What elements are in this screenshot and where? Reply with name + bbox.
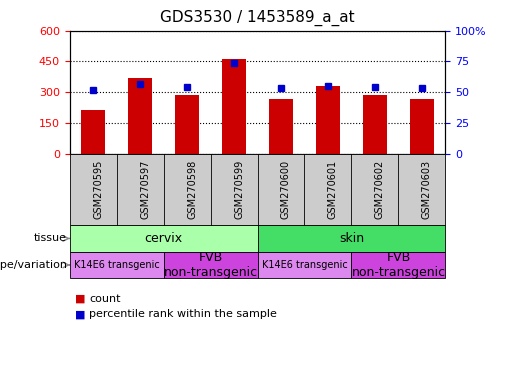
Text: GDS3530 / 1453589_a_at: GDS3530 / 1453589_a_at bbox=[160, 10, 355, 26]
Text: FVB
non-transgenic: FVB non-transgenic bbox=[163, 251, 258, 279]
Bar bbox=[81, 109, 105, 154]
Text: ■: ■ bbox=[75, 310, 85, 319]
Bar bbox=[316, 86, 340, 154]
Text: ■: ■ bbox=[75, 294, 85, 304]
Text: count: count bbox=[89, 294, 121, 304]
Text: genotype/variation: genotype/variation bbox=[0, 260, 67, 270]
Text: K14E6 transgenic: K14E6 transgenic bbox=[262, 260, 348, 270]
Bar bbox=[222, 60, 246, 154]
Text: GSM270598: GSM270598 bbox=[187, 159, 197, 219]
Text: GSM270599: GSM270599 bbox=[234, 159, 244, 219]
Text: tissue: tissue bbox=[34, 233, 67, 243]
Text: cervix: cervix bbox=[144, 232, 183, 245]
Text: percentile rank within the sample: percentile rank within the sample bbox=[89, 310, 277, 319]
Text: K14E6 transgenic: K14E6 transgenic bbox=[74, 260, 160, 270]
Bar bbox=[410, 99, 434, 154]
Text: GSM270603: GSM270603 bbox=[422, 160, 432, 218]
Bar bbox=[128, 78, 152, 154]
Text: GSM270600: GSM270600 bbox=[281, 160, 291, 218]
Bar bbox=[175, 95, 199, 154]
Text: GSM270597: GSM270597 bbox=[140, 159, 150, 219]
Text: FVB
non-transgenic: FVB non-transgenic bbox=[351, 251, 445, 279]
Bar bbox=[269, 99, 293, 154]
Text: GSM270595: GSM270595 bbox=[93, 159, 103, 219]
Bar bbox=[363, 95, 387, 154]
Text: GSM270601: GSM270601 bbox=[328, 160, 338, 218]
Text: skin: skin bbox=[339, 232, 364, 245]
Text: GSM270602: GSM270602 bbox=[375, 159, 385, 219]
